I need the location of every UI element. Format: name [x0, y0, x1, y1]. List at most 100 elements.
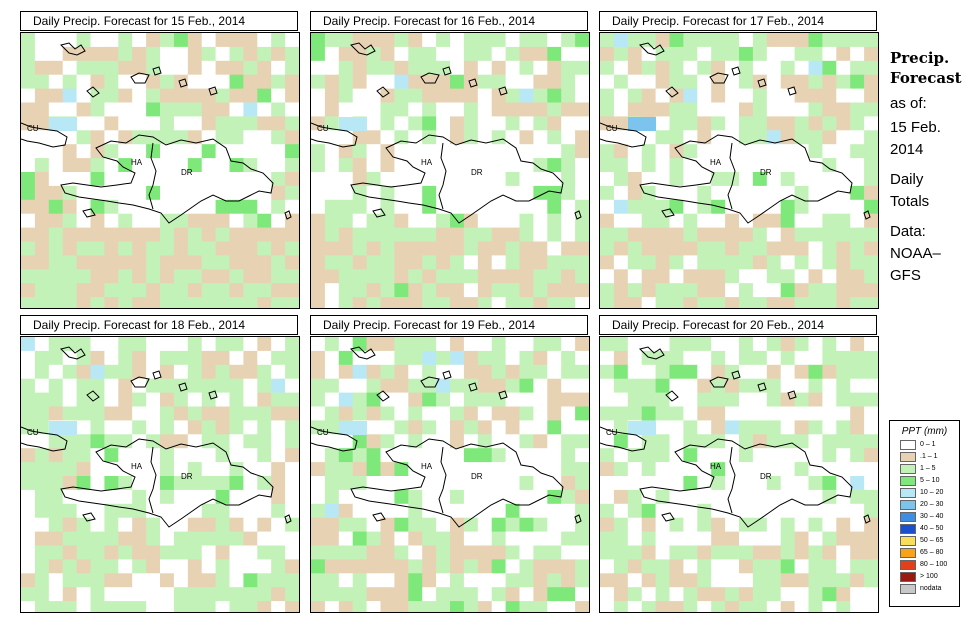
precip-cell — [132, 462, 147, 477]
precip-cell — [257, 587, 272, 602]
precip-cell — [76, 241, 92, 256]
precip-cell — [794, 476, 810, 491]
precip-cell — [450, 46, 465, 62]
precip-cell — [90, 102, 105, 117]
precip-cell — [187, 337, 203, 352]
precip-cell — [836, 462, 851, 477]
precip-cell — [271, 420, 286, 435]
precip-cell — [285, 434, 299, 449]
precip-cell — [547, 601, 562, 612]
precip-cell — [547, 378, 562, 394]
precip-cell — [669, 199, 684, 215]
precip-cell — [34, 116, 50, 131]
precip-cell — [519, 297, 534, 308]
precip-cell — [285, 144, 299, 159]
precip-cell — [104, 172, 119, 187]
precip-cell — [463, 587, 479, 602]
precip-cell — [257, 46, 272, 62]
coastline — [82, 512, 96, 522]
precip-cell — [864, 559, 878, 574]
precip-cell — [394, 116, 409, 131]
precip-cell — [533, 255, 548, 270]
coastline — [665, 86, 679, 98]
precip-cell — [118, 601, 133, 612]
precip-cell — [173, 489, 189, 505]
precip-cell — [711, 130, 726, 145]
precip-cell — [215, 102, 231, 117]
precip-cell — [600, 448, 615, 463]
precip-cell — [780, 158, 796, 173]
precip-cell — [229, 573, 244, 588]
precip-cell — [257, 448, 272, 463]
precip-cell — [201, 74, 217, 90]
precip-cell — [422, 337, 437, 352]
precip-cell — [752, 46, 768, 62]
precip-cell — [48, 476, 64, 491]
precip-cell — [394, 199, 409, 215]
precip-cell — [655, 559, 671, 574]
precip-cell — [104, 476, 119, 491]
precip-cell — [477, 559, 493, 574]
precip-cell — [561, 269, 576, 284]
precip-cell — [62, 559, 78, 574]
precip-cell — [669, 406, 684, 421]
precip-cell — [311, 364, 326, 380]
precip-cell — [62, 364, 78, 380]
precip-cell — [669, 255, 684, 270]
precip-cell — [836, 172, 851, 187]
precip-cell — [271, 241, 286, 256]
coastline — [420, 72, 440, 84]
precip-cell — [324, 489, 340, 505]
precip-cell — [311, 158, 326, 173]
precip-cell — [173, 420, 189, 435]
precip-cell — [90, 350, 105, 366]
precip-cell — [463, 116, 479, 131]
precip-cell — [780, 241, 796, 256]
precip-cell — [62, 74, 78, 90]
precip-cell — [808, 448, 823, 463]
precip-cell — [352, 185, 368, 201]
precip-cell — [422, 102, 437, 117]
precip-cell — [575, 158, 589, 173]
precip-cell — [146, 88, 161, 104]
precip-cell — [669, 434, 684, 449]
precip-cell — [711, 269, 726, 284]
precip-cell — [808, 185, 823, 201]
precip-cell — [132, 213, 147, 229]
precip-cell — [285, 227, 299, 243]
legend-label: 65 – 80 — [920, 549, 944, 556]
precip-cell — [215, 350, 231, 366]
precip-cell — [627, 269, 643, 284]
precip-cell — [90, 392, 105, 408]
precip-cell — [76, 33, 92, 48]
precip-cell — [850, 241, 865, 256]
precip-cell — [683, 420, 698, 435]
legend-swatch — [900, 476, 916, 486]
precip-cell — [146, 227, 161, 243]
precip-cell — [711, 227, 726, 243]
precip-cell — [229, 378, 244, 394]
precip-cell — [669, 88, 684, 104]
precip-cell — [132, 88, 147, 104]
precip-cell — [766, 503, 782, 519]
precip-cell — [90, 269, 105, 284]
precip-cell — [408, 46, 423, 62]
precip-cell — [173, 255, 189, 270]
precip-cell — [533, 476, 548, 491]
precip-cell — [21, 489, 36, 505]
precip-cell — [739, 503, 754, 519]
precip-cell — [118, 350, 133, 366]
precip-cell — [215, 476, 231, 491]
precip-cell — [491, 601, 507, 612]
precip-cell — [408, 269, 423, 284]
precip-cell — [766, 158, 782, 173]
precip-cells — [600, 337, 878, 612]
precip-cell — [641, 462, 657, 477]
precip-cell — [655, 337, 671, 352]
precip-cell — [118, 364, 133, 380]
precip-cell — [575, 545, 589, 560]
coastline — [152, 370, 162, 380]
precip-cell — [794, 116, 810, 131]
precip-cell — [725, 46, 740, 62]
precip-cell — [243, 227, 258, 243]
